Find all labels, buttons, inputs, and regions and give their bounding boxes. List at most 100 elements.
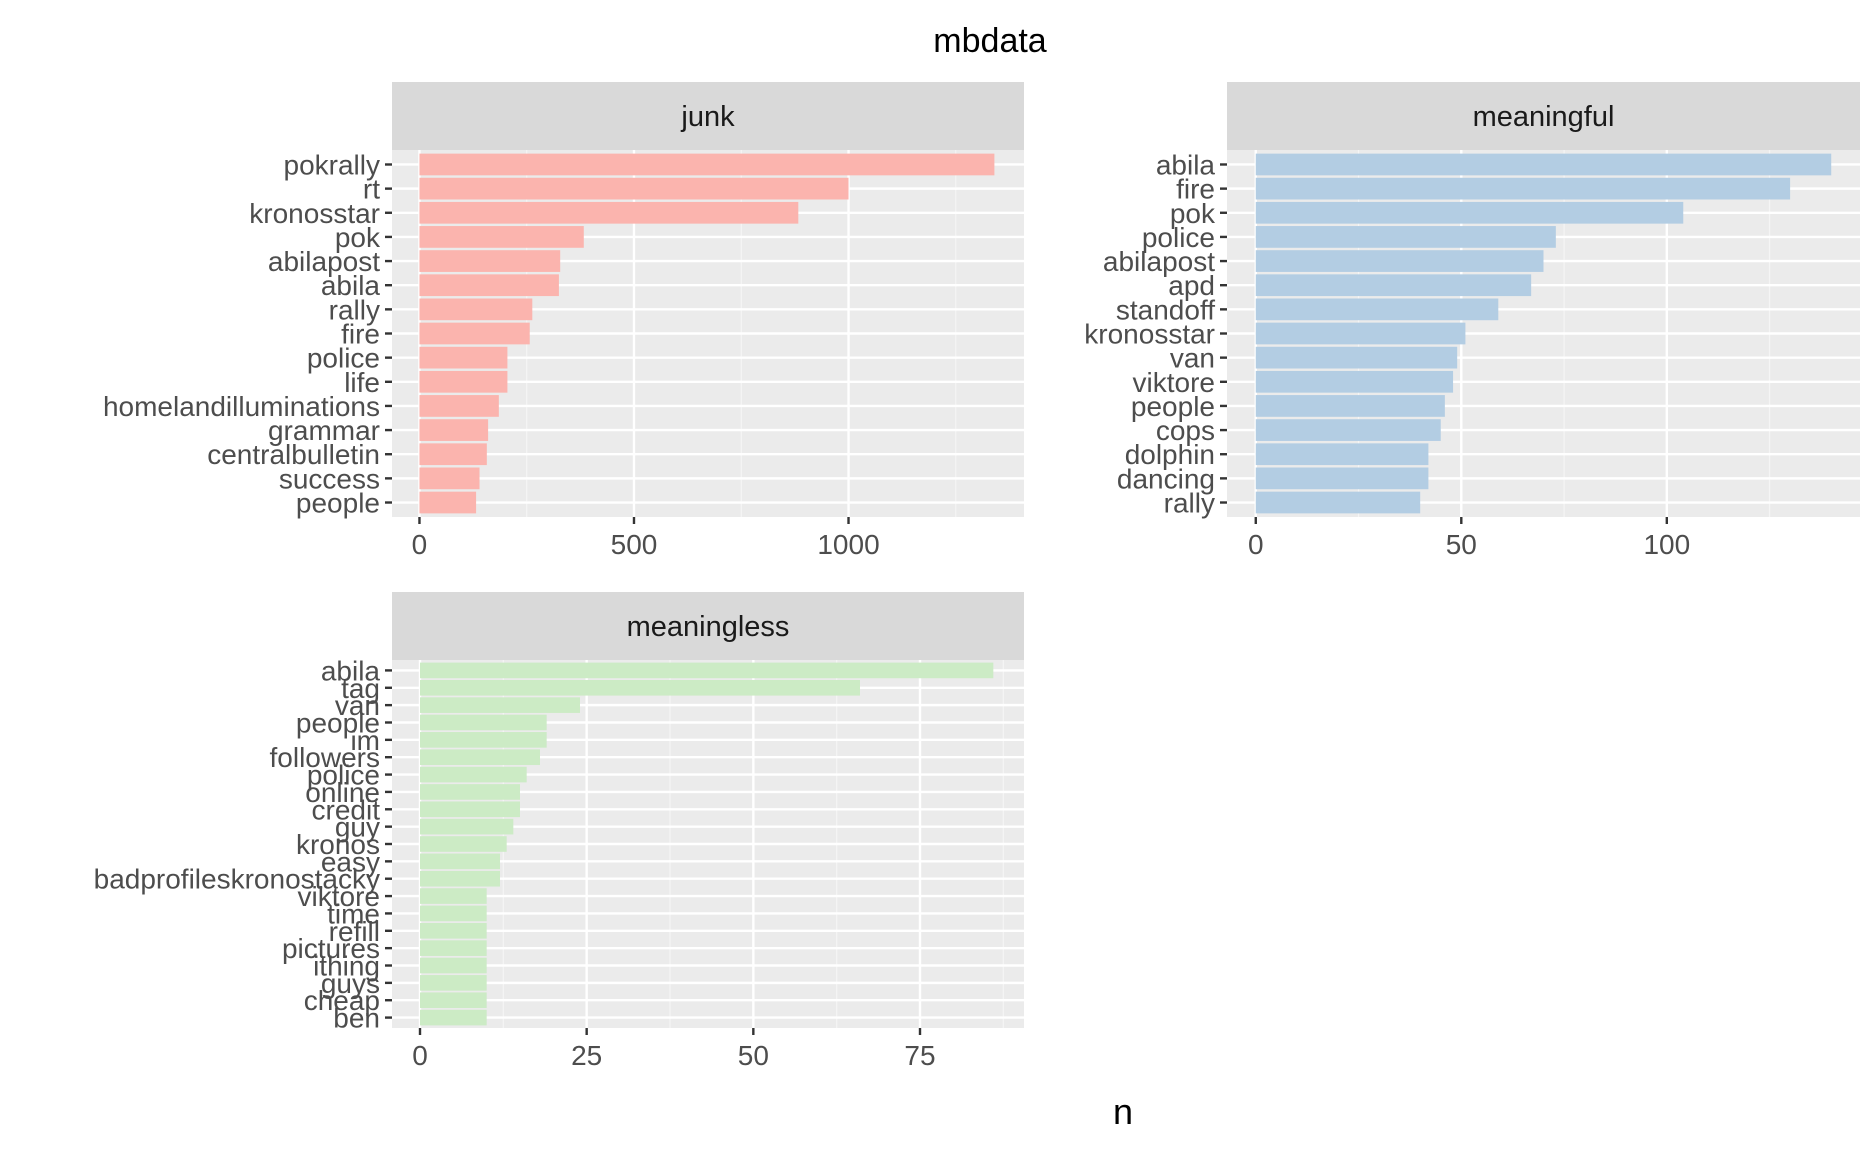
facet-strip-label: meaningful — [1473, 101, 1615, 133]
y-tick-label: fire — [1176, 174, 1215, 205]
y-tick-label: guy — [335, 812, 380, 843]
y-tick-label: rt — [363, 174, 380, 205]
bar-homelandilluminations — [419, 395, 499, 417]
y-tick-label: life — [344, 367, 380, 398]
bar-pok — [419, 226, 584, 248]
y-tick-label: homelandilluminations — [103, 391, 380, 422]
bar-guy — [420, 818, 514, 835]
x-axis-label: n — [1113, 1091, 1133, 1132]
chart-title: mbdata — [933, 22, 1046, 60]
bar-people — [1255, 395, 1445, 417]
bar-standoff — [1255, 298, 1499, 321]
panel-meaningless: meaninglessabilatagvanpeopleimfollowersp… — [94, 592, 1024, 1071]
bar-abila — [1255, 153, 1832, 176]
bar-abilapost — [419, 250, 561, 272]
y-tick-label: followers — [270, 742, 380, 773]
bar-police — [420, 766, 527, 783]
y-tick-label: police — [307, 760, 380, 791]
bar-followers — [420, 749, 540, 766]
y-tick-label: viktore — [298, 881, 380, 912]
bar-cops — [1255, 419, 1441, 441]
y-tick-label: pok — [335, 222, 381, 253]
y-tick-label: kronos — [296, 829, 380, 860]
y-tick-label: police — [1142, 222, 1215, 253]
y-tick-label: credit — [312, 794, 381, 825]
bar-van — [420, 697, 580, 713]
panel-junk: junk pokrallyrtkronosstarpokabilapostabil… — [103, 82, 1024, 560]
y-tick-label: ithing — [313, 951, 380, 982]
y-tick-label: abila — [321, 270, 381, 301]
bar-pokrally — [419, 153, 995, 176]
bar-ithing — [420, 957, 487, 974]
bar-viktore — [420, 888, 487, 904]
bar-kronosstar — [419, 201, 799, 224]
panel-meaningful: meaningful abilafirepokpoliceabilapostapd… — [1084, 82, 1860, 560]
facet-strip-label: meaningless — [627, 611, 790, 643]
y-tick-label: grammar — [268, 415, 380, 446]
x-tick-label: 75 — [904, 1040, 935, 1071]
bar-refill — [420, 922, 487, 939]
y-tick-label: van — [335, 690, 380, 721]
bar-police — [419, 346, 508, 369]
bar-kronos — [420, 836, 507, 852]
y-tick-label: people — [296, 488, 380, 519]
y-tick-label: kronosstar — [249, 198, 380, 229]
y-tick-label: fire — [341, 319, 380, 350]
bar-life — [419, 370, 508, 393]
x-tick-label: 0 — [412, 529, 428, 560]
y-tick-label: standoff — [1116, 294, 1215, 325]
y-tick-label: pictures — [282, 933, 380, 964]
facet-strip — [392, 592, 1024, 660]
y-tick-label: viktore — [1133, 367, 1215, 398]
bar-centralbulletin — [419, 443, 487, 466]
y-tick-label: abila — [1156, 149, 1216, 180]
bar-time — [420, 905, 487, 922]
bar-people — [419, 491, 477, 514]
bar-van — [1255, 346, 1458, 369]
bar-dancing — [1255, 467, 1429, 490]
bar-apd — [1255, 274, 1532, 297]
bar-viktore — [1255, 370, 1454, 393]
bar-dolphin — [1255, 443, 1429, 466]
bar-pok — [1255, 201, 1684, 224]
y-tick-label: badprofileskronostacky — [94, 864, 380, 895]
y-tick-label: abila — [321, 655, 381, 686]
y-tick-label: cheap — [304, 985, 380, 1016]
y-tick-label: pokrally — [284, 149, 380, 180]
facet-strip — [1227, 82, 1860, 150]
x-tick-label: 50 — [738, 1040, 769, 1071]
y-tick-label: cops — [1156, 415, 1215, 446]
bar-kronosstar — [1255, 322, 1466, 345]
y-tick-label: guys — [321, 968, 380, 999]
y-tick-label: people — [296, 707, 380, 738]
y-tick-label: abilapost — [268, 246, 380, 277]
y-tick-label: easy — [321, 846, 380, 877]
y-tick-label: abilapost — [1103, 246, 1215, 277]
y-tick-label: centralbulletin — [207, 439, 380, 470]
y-tick-label: rally — [329, 294, 380, 325]
y-tick-label: tag — [341, 673, 380, 704]
y-tick-label: time — [327, 898, 380, 929]
x-tick-label: 0 — [412, 1040, 428, 1071]
bar-police — [1255, 226, 1556, 248]
bar-grammar — [419, 419, 489, 441]
bar-credit — [420, 801, 520, 818]
bar-abila — [419, 274, 559, 297]
bar-rt — [419, 177, 849, 200]
bar-cheap — [420, 992, 487, 1009]
y-tick-label: ben — [333, 1003, 380, 1034]
facet-strip — [392, 82, 1024, 150]
bar-success — [419, 467, 480, 490]
y-tick-label: refill — [329, 916, 380, 947]
bar-guys — [420, 975, 487, 991]
y-tick-label: im — [350, 725, 380, 756]
bar-rally — [1255, 491, 1421, 514]
bar-abilapost — [1255, 250, 1544, 272]
bar-im — [420, 732, 547, 748]
y-tick-label: van — [1170, 343, 1215, 374]
x-tick-label: 0 — [1248, 529, 1264, 560]
x-tick-label: 25 — [571, 1040, 602, 1071]
y-tick-label: pok — [1170, 198, 1216, 229]
bar-ben — [420, 1009, 487, 1026]
